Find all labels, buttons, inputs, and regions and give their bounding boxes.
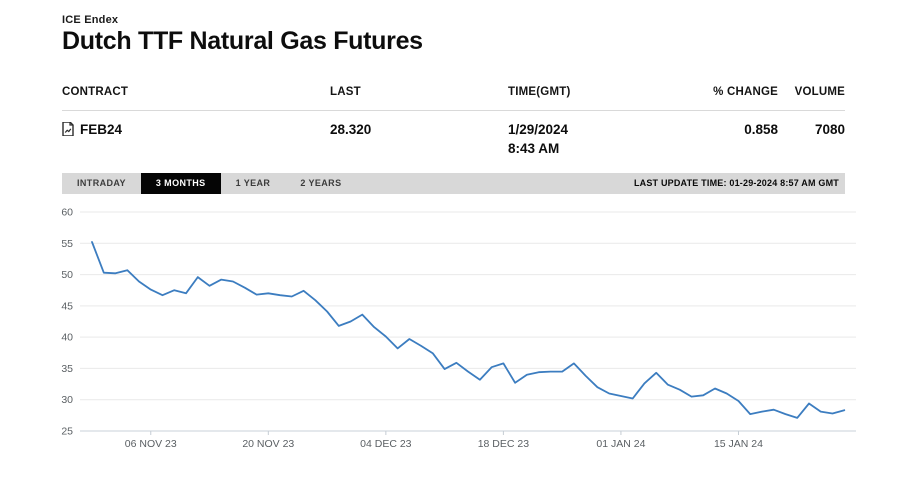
exchange-name: ICE Endex (62, 14, 119, 26)
tab-2-years[interactable]: 2 YEARS (285, 173, 356, 194)
last-update-time: LAST UPDATE TIME: 01-29-2024 8:57 AM GMT (633, 178, 839, 189)
column-header-time: TIME(GMT) (508, 85, 571, 98)
quote-table-header-row: CONTRACT LAST TIME(GMT) % CHANGE VOLUME (62, 80, 845, 110)
tab-intraday[interactable]: INTRADAY (62, 173, 141, 194)
y-axis-label: 30 (61, 394, 73, 406)
quote-date: 1/29/2024 (508, 121, 569, 137)
quote-time: 1/29/2024 8:43 AM (508, 111, 670, 159)
x-axis-label: 04 DEC 23 (360, 438, 412, 450)
x-axis-label: 15 JAN 24 (714, 438, 763, 450)
quote-clock-time: 8:43 AM (508, 141, 560, 157)
pct-change-value: 0.858 (744, 121, 778, 137)
tab-1-year[interactable]: 1 YEAR (221, 173, 286, 194)
column-header-contract: CONTRACT (62, 85, 129, 98)
y-axis-label: 50 (61, 269, 73, 281)
contract-document-icon (62, 122, 74, 137)
table-divider (62, 109, 845, 111)
column-header-volume: VOLUME (794, 85, 845, 98)
chart-range-tabbar: INTRADAY 3 MONTHS 1 YEAR 2 YEARS LAST UP… (62, 172, 845, 194)
quote-table: CONTRACT LAST TIME(GMT) % CHANGE VOLUME … (62, 80, 845, 159)
contract-label[interactable]: FEB24 (80, 121, 123, 137)
volume-value: 7080 (814, 121, 845, 137)
price-line-chart: 60 55 50 45 40 35 30 25 06 NOV 23 20 NOV 23 04 DEC… (61, 207, 856, 450)
price-line (91, 241, 846, 419)
y-axis-label: 60 (61, 207, 73, 219)
y-axis-label: 35 (61, 363, 73, 375)
column-header-pct-change: % CHANGE (713, 85, 778, 98)
column-header-last: LAST (330, 85, 361, 98)
x-axis-label: 20 NOV 23 (242, 438, 294, 450)
last-price: 28.320 (330, 121, 372, 137)
tab-3-months[interactable]: 3 MONTHS (140, 172, 221, 194)
x-axis-label: 01 JAN 24 (596, 438, 645, 450)
y-axis-label: 40 (61, 332, 73, 344)
table-row: FEB24 28.320 1/29/2024 8:43 AM 0.858 708… (62, 111, 845, 159)
x-axis-label: 18 DEC 23 (478, 438, 530, 450)
page-title: Dutch TTF Natural Gas Futures (62, 27, 423, 55)
x-axis-label: 06 NOV 23 (125, 438, 177, 450)
y-axis-label: 25 (61, 426, 73, 438)
y-axis-label: 45 (61, 300, 73, 312)
y-axis-label: 55 (61, 238, 73, 250)
